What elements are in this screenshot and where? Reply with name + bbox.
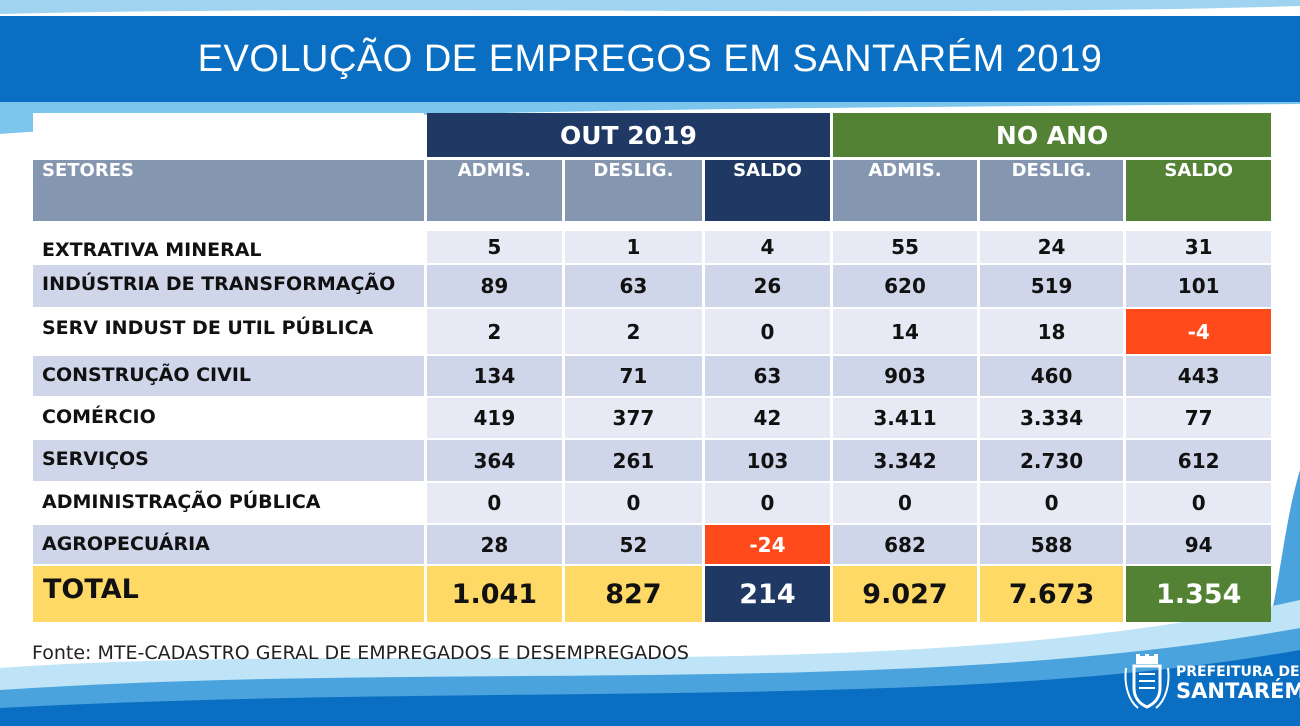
cell-ano-admis: 3.411 [833,396,977,438]
table-row: AGROPECUÁRIA 28 52 -24 682 588 94 [33,523,1271,564]
total-out-deslig: 827 [565,564,702,622]
cell-out-saldo: 26 [704,263,831,307]
group-header-no-ano: NO ANO [833,113,1271,160]
cell-out-admis: 5 [426,221,563,263]
column-header-out-saldo: SALDO [704,160,831,221]
cell-ano-deslig: 588 [979,523,1124,564]
table-row: INDÚSTRIA DE TRANSFORMAÇÃO 89 63 26 620 … [33,263,1271,307]
sector-label: SERV INDUST DE UTIL PÚBLICA [33,307,424,354]
title-banner-bg [0,16,1300,102]
total-row: TOTAL 1.041 827 214 9.027 7.673 1.354 [33,564,1271,622]
cell-out-saldo: 42 [704,396,831,438]
group-header-out-2019: OUT 2019 [426,113,831,160]
cell-out-deslig: 2 [565,307,702,354]
cell-out-deslig: 52 [565,523,702,564]
cell-ano-saldo: 0 [1126,481,1271,523]
cell-ano-saldo: 94 [1126,523,1271,564]
cell-out-deslig: 63 [565,263,702,307]
cell-out-admis: 2 [426,307,563,354]
cell-ano-admis: 14 [833,307,977,354]
sector-label: EXTRATIVA MINERAL [33,221,424,263]
cell-ano-admis: 682 [833,523,977,564]
cell-out-deslig: 0 [565,481,702,523]
prefeitura-logo: PREFEITURA DE SANTARÉM [1124,654,1300,712]
cell-out-admis: 364 [426,438,563,481]
table-row: COMÉRCIO 419 377 42 3.411 3.334 77 [33,396,1271,438]
table-row: ADMINISTRAÇÃO PÚBLICA 0 0 0 0 0 0 [33,481,1271,523]
column-header-ano-admis: ADMIS. [833,160,977,221]
cell-out-admis: 419 [426,396,563,438]
cell-out-saldo: 0 [704,307,831,354]
cell-ano-deslig: 24 [979,221,1124,263]
total-out-saldo: 214 [704,564,831,622]
cell-out-admis: 0 [426,481,563,523]
sector-label: INDÚSTRIA DE TRANSFORMAÇÃO [33,263,424,307]
column-header-ano-saldo: SALDO [1126,160,1271,221]
total-ano-deslig: 7.673 [979,564,1124,622]
cell-ano-deslig: 0 [979,481,1124,523]
cell-ano-admis: 620 [833,263,977,307]
cell-ano-admis: 903 [833,354,977,396]
cell-out-deslig: 1 [565,221,702,263]
logo-line-2: SANTARÉM [1176,678,1300,703]
page-title: EVOLUÇÃO DE EMPREGOS EM SANTARÉM 2019 [197,37,1103,80]
cell-out-saldo: 103 [704,438,831,481]
cell-out-saldo-negative: -24 [704,523,831,564]
table-row: EXTRATIVA MINERAL 5 1 4 55 24 31 [33,221,1271,263]
total-ano-admis: 9.027 [833,564,977,622]
table-row: CONSTRUÇÃO CIVIL 134 71 63 903 460 443 [33,354,1271,396]
title-banner: EVOLUÇÃO DE EMPREGOS EM SANTARÉM 2019 [0,16,1300,102]
sector-label: AGROPECUÁRIA [33,523,424,564]
column-header-setores: SETORES [33,160,424,221]
cell-ano-deslig: 519 [979,263,1124,307]
cell-ano-admis: 0 [833,481,977,523]
cell-ano-deslig: 460 [979,354,1124,396]
source-note: Fonte: MTE-CADASTRO GERAL DE EMPREGADOS … [32,642,689,664]
cell-out-deslig: 261 [565,438,702,481]
logo-text: PREFEITURA DE SANTARÉM [1176,665,1300,702]
cell-out-saldo: 4 [704,221,831,263]
table-row: SERV INDUST DE UTIL PÚBLICA 2 2 0 14 18 … [33,307,1271,354]
cell-out-saldo: 0 [704,481,831,523]
coat-of-arms-icon [1124,654,1170,709]
cell-ano-saldo-negative: -4 [1126,307,1271,354]
cell-ano-saldo: 443 [1126,354,1271,396]
cell-ano-saldo: 77 [1126,396,1271,438]
cell-ano-saldo: 612 [1126,438,1271,481]
cell-out-deslig: 377 [565,396,702,438]
cell-ano-admis: 3.342 [833,438,977,481]
cell-out-admis: 134 [426,354,563,396]
cell-out-admis: 89 [426,263,563,307]
cell-out-deslig: 71 [565,354,702,396]
sector-label: CONSTRUÇÃO CIVIL [33,354,424,396]
total-out-admis: 1.041 [426,564,563,622]
employment-table: OUT 2019 NO ANO SETORES ADMIS. DESLIG. S… [30,113,1274,622]
sector-label: SERVIÇOS [33,438,424,481]
cell-ano-saldo: 101 [1126,263,1271,307]
group-header-empty [33,113,424,160]
sector-label: COMÉRCIO [33,396,424,438]
cell-out-admis: 28 [426,523,563,564]
column-header-ano-deslig: DESLIG. [979,160,1124,221]
total-label: TOTAL [33,564,424,622]
cell-ano-deslig: 18 [979,307,1124,354]
column-header-out-deslig: DESLIG. [565,160,702,221]
logo-line-1: PREFEITURA DE [1176,663,1300,680]
cell-ano-admis: 55 [833,221,977,263]
table-row: SERVIÇOS 364 261 103 3.342 2.730 612 [33,438,1271,481]
total-ano-saldo: 1.354 [1126,564,1271,622]
sector-label: ADMINISTRAÇÃO PÚBLICA [33,481,424,523]
cell-ano-deslig: 3.334 [979,396,1124,438]
cell-out-saldo: 63 [704,354,831,396]
column-header-out-admis: ADMIS. [426,160,563,221]
cell-ano-saldo: 31 [1126,221,1271,263]
cell-ano-deslig: 2.730 [979,438,1124,481]
